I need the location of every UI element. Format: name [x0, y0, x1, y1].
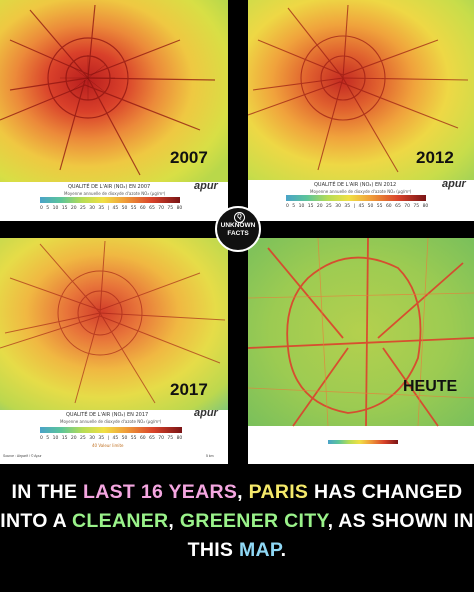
no2-heatmap-today [248, 238, 474, 427]
legend-2017: QUALITÉ DE L'AIR (NO₂) EN 2017 Moyenne a… [0, 407, 228, 464]
no2-heatmap-2007 [0, 0, 228, 182]
legend-colorbar [40, 427, 182, 433]
year-label-today: HEUTE [403, 378, 458, 395]
caption-text: . [280, 539, 287, 561]
legend-subtitle: Moyenne annuelle de dioxyde d'azote NO₂ … [64, 191, 166, 196]
caption-highlight-cleaner: CLEANER [72, 510, 169, 532]
caption-text: IN THE [11, 481, 83, 503]
apur-logo: apur [194, 180, 218, 192]
map-panel-2012: 2012 QUALITÉ DE L'AIR (NO₂) EN 2012 Moye… [248, 0, 474, 221]
caption-highlight-paris: PARIS [248, 481, 309, 503]
legend-ticks: 0 5 10 15 20 25 30 35 | 45 50 55 60 65 7… [286, 204, 429, 209]
year-label-2007: 2007 [170, 148, 208, 167]
q-logo-icon: Q [234, 212, 245, 223]
source-note: Source : Airparif / © Apur [3, 454, 42, 458]
legend-colorbar [40, 197, 180, 203]
limit-value-note: 40 Valeur limite [92, 443, 124, 448]
unknown-facts-badge: Q UNKNOWN FACTS [215, 206, 261, 252]
legend-colorbar-today [328, 440, 398, 444]
apur-logo: apur [442, 178, 466, 190]
caption-text: , [168, 510, 180, 532]
year-label-2012: 2012 [416, 148, 454, 167]
caption: IN THE LAST 16 YEARS, PARIS HAS CHANGED … [0, 466, 474, 592]
apur-logo: apur [194, 407, 218, 419]
legend-subtitle: Moyenne annuelle de dioxyde d'azote NO₂ … [310, 189, 412, 194]
caption-text: HAS CHANGED INTO A [0, 481, 463, 532]
map-panel-today: HEUTE [248, 238, 474, 464]
no2-heatmap-2012 [248, 0, 474, 180]
legend-ticks: 0 5 10 15 20 25 30 35 | 45 50 55 60 65 7… [40, 206, 183, 211]
legend-ticks: 0 5 10 15 20 25 30 35 | 45 50 55 60 65 7… [40, 436, 183, 441]
legend-subtitle: Moyenne annuelle de dioxyde d'azote NO₂ … [60, 419, 162, 424]
legend-title: QUALITÉ DE L'AIR (NO₂) EN 2012 [314, 182, 397, 188]
scale-bar-label: 5 km [206, 454, 214, 458]
map-panel-2007: 2007 QUALITÉ DE L'AIR (NO₂) EN 2007 Moye… [0, 0, 228, 221]
legend-2012: QUALITÉ DE L'AIR (NO₂) EN 2012 Moyenne a… [248, 178, 474, 221]
badge-line2: FACTS [227, 229, 249, 237]
legend-title: QUALITÉ DE L'AIR (NO₂) EN 2007 [68, 184, 151, 190]
caption-highlight-years: LAST 16 YEARS [82, 481, 238, 503]
caption-highlight-greener: GREENER CITY [179, 510, 328, 532]
caption-text: , AS SHOWN IN THIS [187, 510, 474, 561]
legend-title: QUALITÉ DE L'AIR (NO₂) EN 2017 [66, 412, 149, 418]
no2-heatmap-2017 [0, 238, 228, 410]
legend-colorbar [286, 195, 426, 201]
year-label-2017: 2017 [170, 380, 208, 399]
legend-2007: QUALITÉ DE L'AIR (NO₂) EN 2007 Moyenne a… [0, 180, 228, 221]
caption-text: , [237, 481, 249, 503]
map-panel-2017: 2017 QUALITÉ DE L'AIR (NO₂) EN 2017 Moye… [0, 238, 228, 464]
caption-highlight-map: MAP [238, 539, 281, 561]
badge-line1: UNKNOWN [220, 222, 256, 229]
